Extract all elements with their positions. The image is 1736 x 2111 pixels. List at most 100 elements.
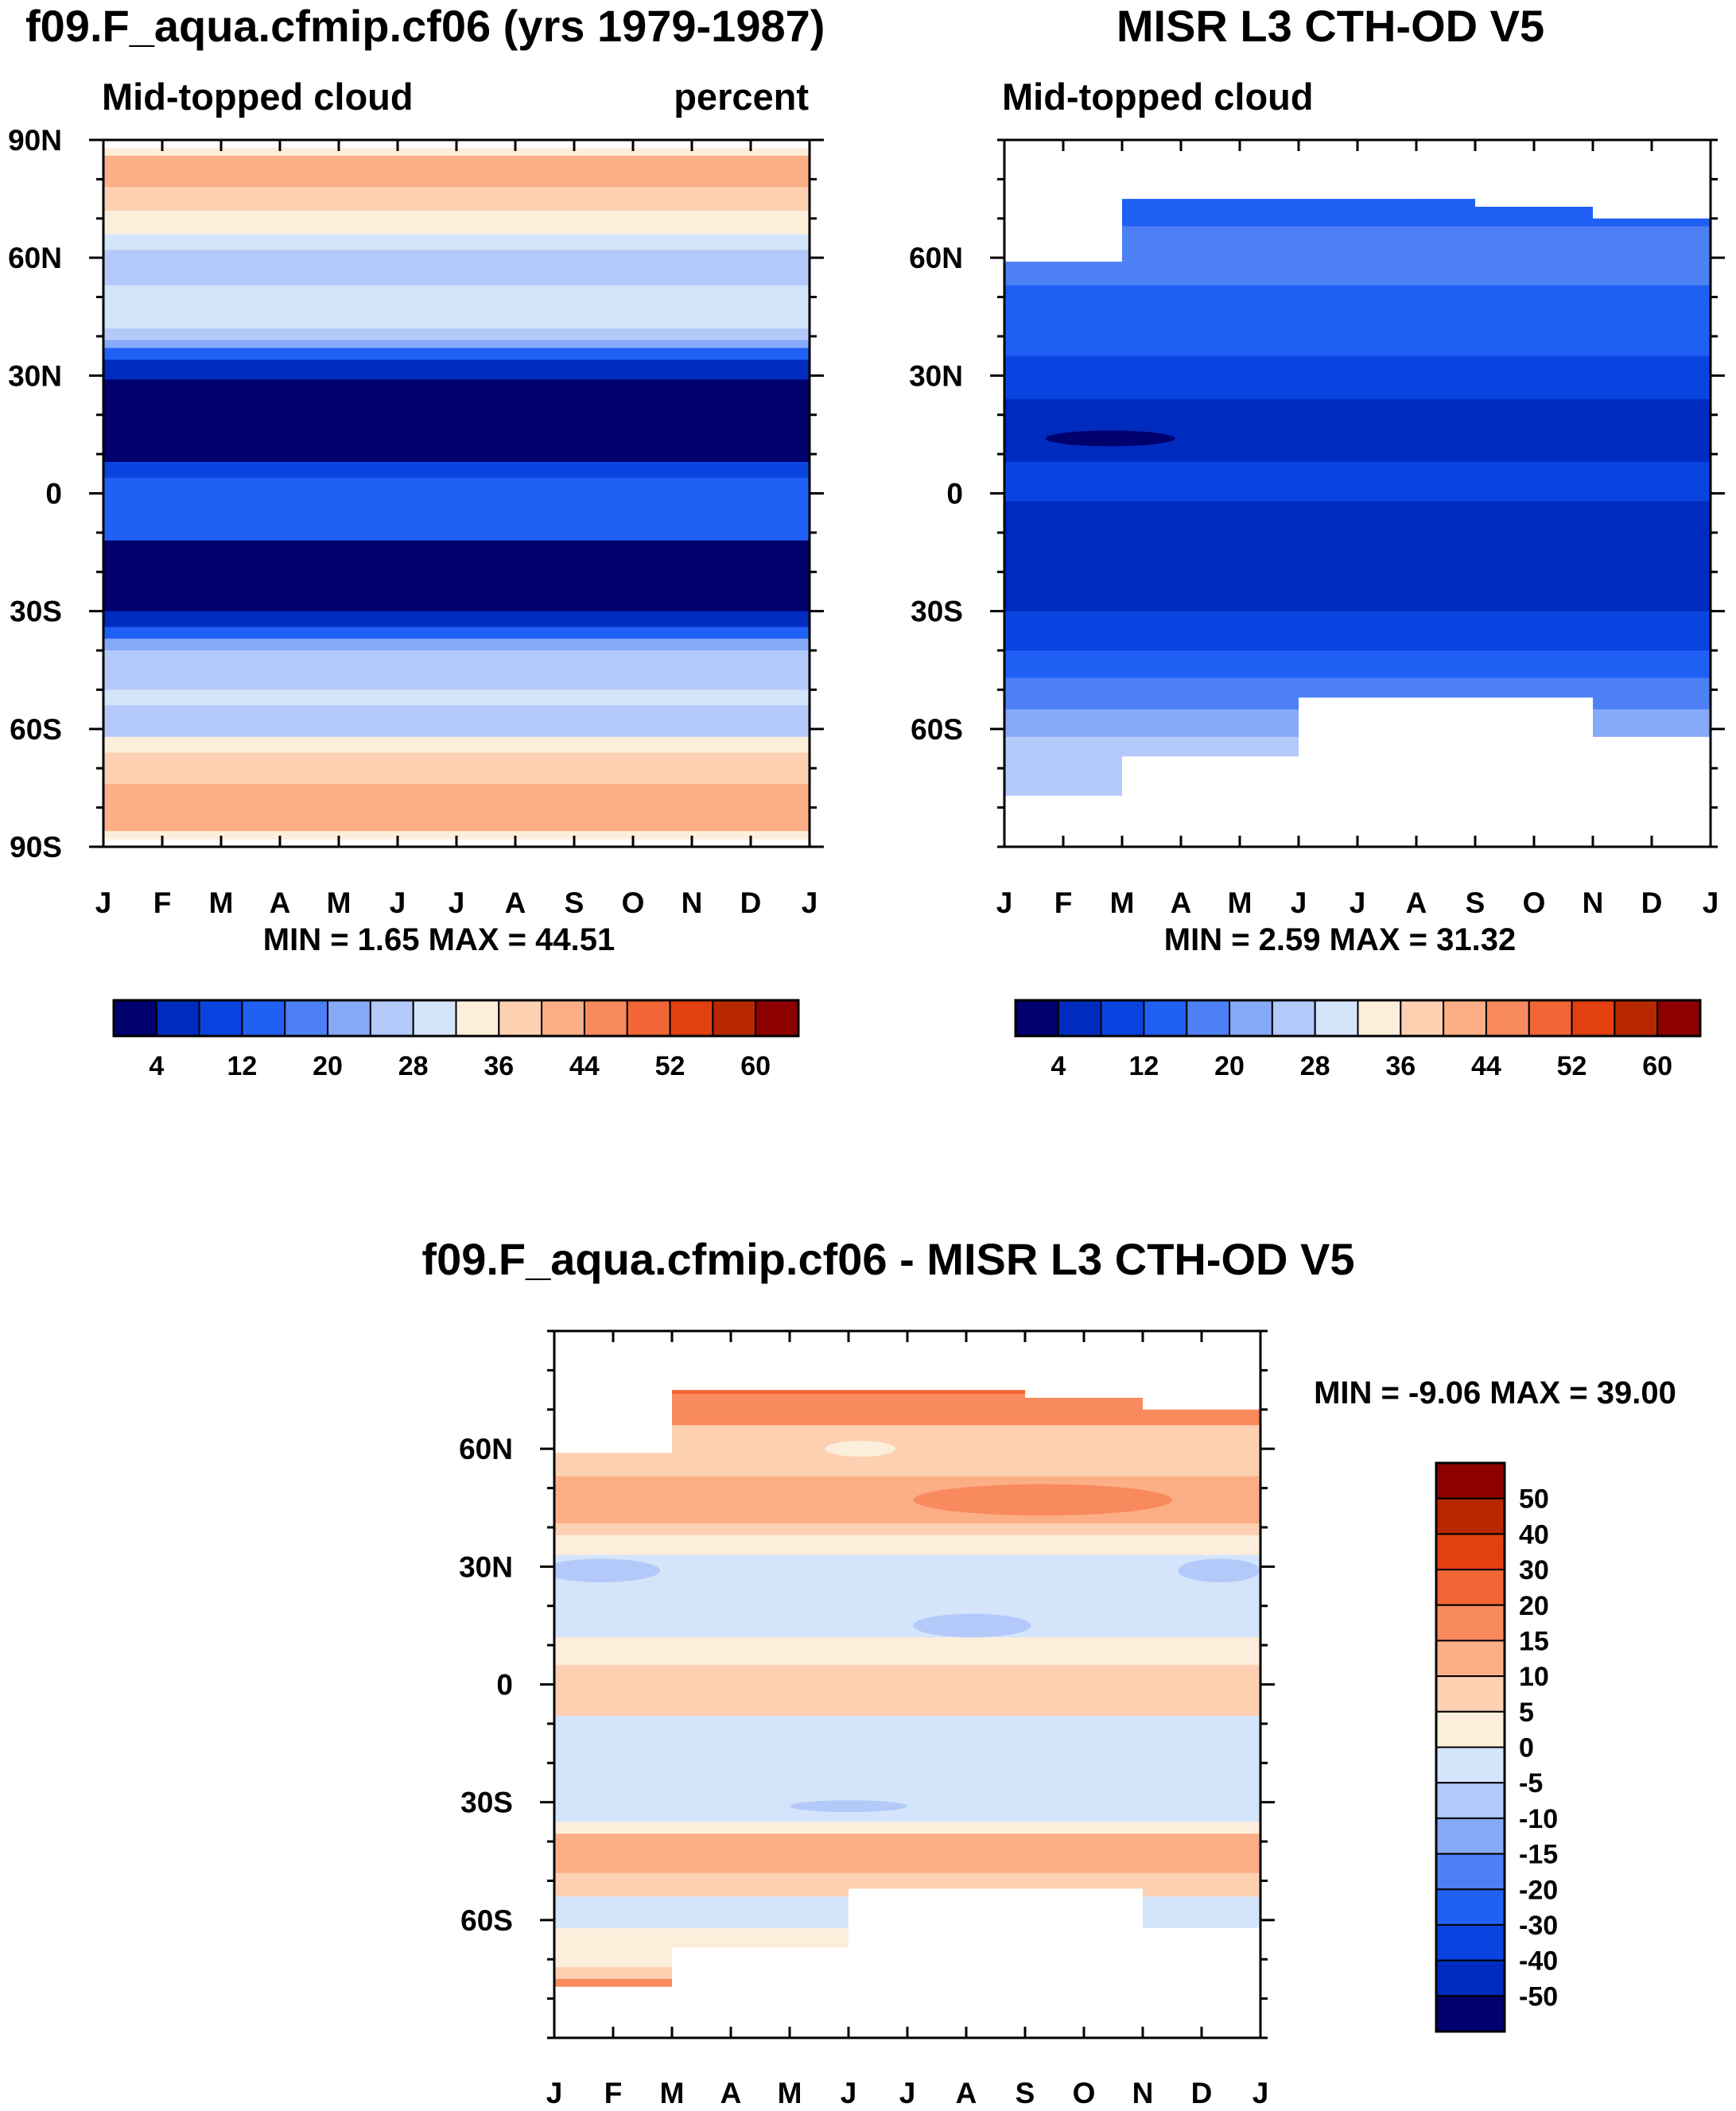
colorbar-box-12: [626, 999, 671, 1037]
field-band-7: [1004, 532, 1711, 612]
colorbar-box-6: [1435, 1675, 1505, 1713]
x-tick-label: D: [740, 887, 762, 919]
field-band-20: [103, 705, 810, 738]
colorbar-label: 30: [1519, 1555, 1549, 1585]
x-tick-label: S: [565, 887, 584, 919]
x-tick-label: J: [1350, 887, 1366, 919]
field-band-4: [554, 1523, 1260, 1536]
field-band-8: [1004, 611, 1711, 651]
field-band-1: [1004, 226, 1711, 286]
colorbar-box-0: [1015, 999, 1059, 1037]
field-band-13: [103, 477, 810, 541]
field-feature-1: [825, 1441, 896, 1457]
field-band-16: [103, 627, 810, 639]
field-feature-5: [790, 1800, 907, 1813]
colorbar-label: -50: [1519, 1981, 1558, 2012]
field-band-9: [1004, 650, 1711, 679]
field-band-19: [103, 689, 810, 706]
field-band-0: [554, 1390, 1260, 1395]
colorbar-label: 60: [740, 1051, 771, 1081]
colorbar-label: 36: [1385, 1051, 1416, 1081]
colorbar-box-2: [1100, 999, 1145, 1037]
obs-colorbar: 4 12 20 28 36 44 52 60: [1014, 999, 1702, 1081]
colorbar-label: -40: [1519, 1946, 1558, 1977]
field-feature-0: [1045, 430, 1175, 447]
field-band-9: [103, 347, 810, 361]
obs-left-label: Mid-topped cloud: [1002, 76, 1314, 118]
x-tick-label: M: [1228, 887, 1252, 919]
obs-min-max: MIN = 2.59 MAX = 31.32: [1164, 922, 1516, 957]
colorbar-box-7: [1435, 1710, 1505, 1748]
field-feature-3: [1178, 1558, 1260, 1583]
colorbar-label: 20: [313, 1051, 343, 1081]
x-tick-label: M: [209, 887, 234, 919]
field-band-0: [103, 147, 810, 157]
colorbar-box-13: [669, 999, 714, 1037]
field-band-14: [554, 1927, 1260, 1968]
field-band-3: [103, 210, 810, 235]
colorbar-box-7: [1314, 999, 1359, 1037]
field-feature-1: [1339, 199, 1482, 200]
y-tick-label: 30N: [8, 359, 62, 392]
model-colorbar: 4 12 20 28 36 44 52 60: [112, 999, 800, 1081]
field-band-17: [103, 638, 810, 651]
y-tick-label: 30N: [909, 359, 963, 392]
y-tick-label: 0: [946, 478, 963, 510]
colorbar-box-10: [1435, 1817, 1505, 1855]
colorbar-box-5: [1229, 999, 1273, 1037]
colorbar-box-5: [327, 999, 371, 1037]
field-band-8: [554, 1664, 1260, 1717]
colorbar-label: 28: [1300, 1051, 1330, 1081]
field-band-24: [103, 831, 810, 840]
y-tick-label: 90S: [10, 831, 62, 863]
x-tick-label: J: [802, 887, 818, 919]
colorbar-label: 12: [1129, 1051, 1159, 1081]
colorbar-box-3: [1143, 999, 1188, 1037]
field-band-6: [1004, 501, 1711, 534]
colorbar-box-2: [198, 999, 243, 1037]
field-band-21: [103, 736, 810, 754]
x-tick-label: S: [1016, 2077, 1035, 2109]
colorbar-box-0: [113, 999, 157, 1037]
diff-axis-ticks: [540, 1329, 1275, 2039]
colorbar-label: -15: [1519, 1840, 1558, 1870]
field-band-2: [103, 187, 810, 211]
colorbar-label: 40: [1519, 1519, 1549, 1550]
colorbar-box-4: [1435, 1604, 1505, 1642]
colorbar-box-1: [1435, 1497, 1505, 1535]
colorbar-box-2: [1435, 1533, 1505, 1571]
colorbar-box-14: [1614, 999, 1659, 1037]
x-tick-label: D: [1641, 887, 1663, 919]
x-tick-label: A: [956, 2077, 977, 2109]
y-tick-label: 0: [45, 478, 62, 510]
model-axis-ticks: [89, 138, 824, 848]
field-band-10: [103, 359, 810, 380]
colorbar-box-6: [1271, 999, 1316, 1037]
colorbar-label: 36: [484, 1051, 514, 1081]
obs-title: MISR L3 CTH-OD V5: [1117, 1, 1544, 51]
field-band-1: [103, 155, 810, 188]
field-band-14: [103, 540, 810, 612]
colorbar-box-7: [412, 999, 457, 1037]
colorbar-frame: [1435, 1461, 1506, 2033]
colorbar-box-12: [1435, 1888, 1505, 1926]
y-tick-label: 60S: [10, 713, 62, 746]
colorbar-label: -10: [1519, 1804, 1558, 1834]
colorbar-label: 52: [655, 1051, 685, 1081]
x-tick-label: J: [841, 2077, 857, 2109]
colorbar-box-15: [1656, 999, 1701, 1037]
x-tick-label: N: [1132, 2077, 1154, 2109]
diff-y-tick-labels: 60N 30N 0 30S 60S: [459, 1433, 513, 1937]
colorbar-label: 60: [1642, 1051, 1672, 1081]
colorbar-label: 28: [398, 1051, 429, 1081]
y-tick-label: 30S: [911, 596, 963, 628]
model-y-tick-labels: 90N 60N 30N 0 30S 60S 90S: [8, 124, 62, 863]
field-band-13: [554, 1896, 1260, 1929]
y-tick-label: 0: [496, 1669, 513, 1702]
model-units-label: percent: [674, 76, 809, 118]
x-tick-label: J: [996, 887, 1013, 919]
colorbar-box-10: [1443, 999, 1487, 1037]
colorbar-box-14: [1435, 1959, 1505, 1997]
